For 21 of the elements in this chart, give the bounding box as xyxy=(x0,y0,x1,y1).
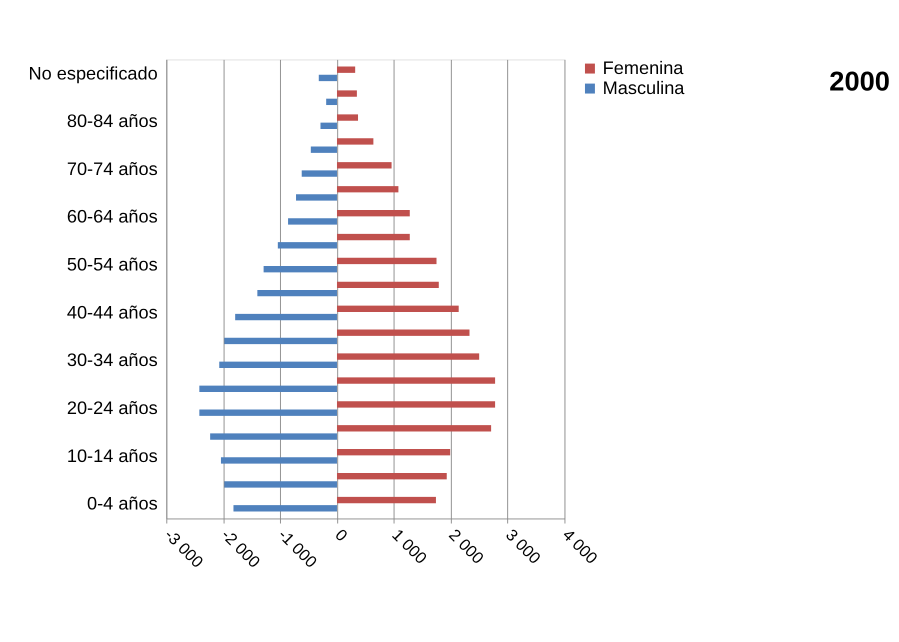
x-tick-label: 3 000 xyxy=(502,526,544,568)
x-tick-label: -1 000 xyxy=(274,526,320,572)
x-tick-label: 4 000 xyxy=(558,526,601,568)
legend-label: Femenina xyxy=(602,58,684,78)
legend-label: Masculina xyxy=(602,78,686,98)
x-tick-label: 0 xyxy=(331,526,351,546)
y-tick-label: No especificado xyxy=(28,63,158,84)
y-tick-label: 50-54 años xyxy=(66,254,158,275)
y-tick-label: 40-44 años xyxy=(66,302,158,322)
y-tick-label: 80-84 años xyxy=(66,111,158,132)
x-tick-label: 1 000 xyxy=(388,526,430,568)
text: 2000 xyxy=(829,65,890,96)
x-tick-label: -3 000 xyxy=(160,526,206,572)
y-tick-label: 0-4 años xyxy=(87,494,158,514)
x-tick-label: -2 000 xyxy=(218,526,264,572)
y-tick-label: 20-24 años xyxy=(66,398,158,418)
y-tick-label: 10-14 años xyxy=(66,446,158,466)
y-tick-label: 60-64 años xyxy=(66,206,158,227)
x-tick-label: 2 000 xyxy=(445,526,487,568)
y-tick-label: 30-34 años xyxy=(66,350,158,370)
y-tick-label: 70-74 años xyxy=(66,158,158,179)
